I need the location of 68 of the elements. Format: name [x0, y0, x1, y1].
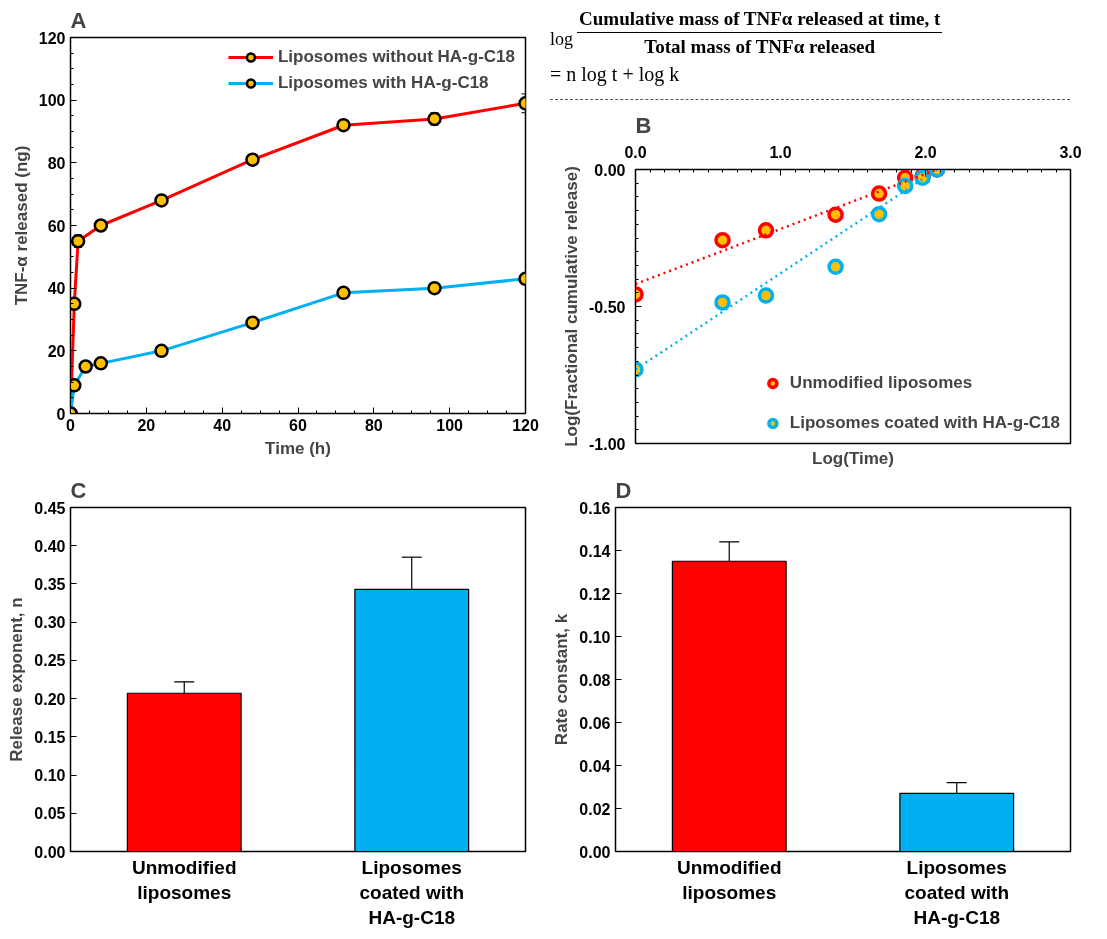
x-axis-title: Time (h) — [265, 438, 331, 458]
y-tick-label: 0.30 — [34, 614, 66, 632]
y-tick-label: 0.10 — [34, 767, 66, 785]
y-tick-label: 0.02 — [579, 800, 611, 818]
x-tick-label: 2.0 — [914, 143, 937, 161]
y-tick-label: -0.50 — [589, 298, 626, 316]
x-tick-label: 120 — [512, 416, 539, 434]
chart-title: C — [70, 477, 87, 503]
y-tick-label: 0.00 — [34, 843, 66, 861]
legend-label: Unmodified liposomes — [789, 373, 973, 393]
x-tick-label: 0.0 — [624, 143, 647, 161]
y-tick-label: 0.16 — [579, 499, 611, 517]
y-tick-label: 60 — [47, 217, 66, 235]
x-tick-label: Liposomes coated with HA-g-C18 — [904, 856, 1010, 928]
y-tick-label: 100 — [38, 92, 66, 110]
x-tick-label: 100 — [436, 416, 464, 434]
y-tick-label: 0.08 — [579, 671, 611, 689]
chart-title: B — [635, 112, 652, 138]
y-tick-label: 0 — [56, 405, 66, 423]
text: log — [550, 27, 574, 51]
y-tick-label: 0.35 — [34, 575, 66, 593]
x-tick-label: 3.0 — [1059, 143, 1082, 161]
x-tick-label: 20 — [137, 416, 156, 434]
chart-title: D — [615, 477, 632, 503]
point — [870, 205, 888, 223]
legend-label: Liposomes with HA-g-C18 — [277, 73, 489, 93]
text: Total mass of TNFα released — [644, 35, 876, 60]
y-tick-label: 120 — [38, 29, 66, 47]
y-axis-title: Log(Fractional cumulative release) — [562, 166, 582, 447]
y-tick-label: 0.00 — [594, 161, 626, 179]
y-tick-label: 40 — [47, 280, 66, 298]
y-tick-label: 20 — [47, 342, 66, 360]
y-tick-label: 0.25 — [34, 652, 66, 670]
y-tick-label: 0.10 — [579, 628, 611, 646]
x-tick-label: 60 — [289, 416, 307, 434]
y-tick-label: 0.04 — [579, 757, 611, 775]
chart-title: A — [70, 7, 87, 33]
y-tick-label: 0.14 — [579, 542, 611, 560]
point — [757, 287, 775, 304]
point — [757, 222, 775, 239]
point — [827, 206, 844, 223]
point — [714, 231, 731, 249]
y-tick-label: 0.20 — [34, 690, 66, 708]
y-tick-label: 0.12 — [579, 585, 611, 603]
x-tick-label: 1.0 — [769, 143, 792, 161]
x-tick-label: 40 — [213, 416, 232, 434]
point — [870, 185, 888, 202]
y-tick-label: 0.05 — [34, 805, 66, 823]
y-axis-title: Release exponent, n — [7, 597, 27, 762]
x-tick-label: Unmodified liposomes — [677, 856, 782, 903]
y-axis-title: Rate constant, k — [552, 613, 572, 746]
text: Cumulative mass of TNFα released at time, t — [577, 5, 943, 34]
y-tick-label: 80 — [47, 154, 66, 172]
y-tick-label: 0.40 — [34, 537, 66, 555]
legend-label: Liposomes without HA-g-C18 — [277, 47, 515, 67]
y-tick-label: -1.00 — [589, 435, 626, 453]
x-tick-label: Unmodified liposomes — [132, 856, 237, 903]
text: = n log t + log k — [550, 62, 681, 88]
point — [827, 258, 844, 276]
x-tick-label: 80 — [364, 416, 383, 434]
y-tick-label: 0.00 — [579, 843, 611, 861]
y-tick-label: 0.45 — [34, 499, 66, 517]
point — [714, 294, 731, 311]
x-tick-label: Liposomes coated with HA-g-C18 — [359, 856, 465, 928]
y-tick-label: 0.15 — [34, 728, 66, 746]
y-axis-title: TNF-α released (ng) — [11, 145, 31, 306]
x-axis-title: Log(Time) — [812, 448, 894, 468]
y-tick-label: 0.06 — [579, 714, 611, 732]
